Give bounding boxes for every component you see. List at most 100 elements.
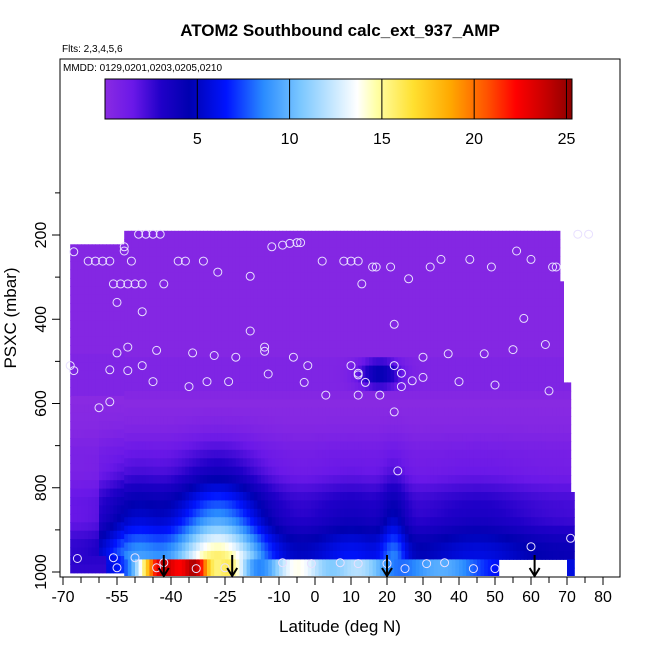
heatmap-cell	[181, 272, 186, 282]
heatmap-cell	[419, 289, 424, 299]
heatmap-cell	[415, 306, 420, 316]
heatmap-cell	[387, 315, 392, 324]
heatmap-cell	[156, 382, 161, 392]
heatmap-cell	[333, 264, 338, 274]
heatmap-cell	[99, 387, 104, 397]
heatmap-cell	[102, 556, 107, 565]
heatmap-cell	[336, 230, 341, 240]
heatmap-cell	[351, 348, 356, 358]
heatmap-cell	[210, 264, 215, 274]
heatmap-cell	[426, 298, 431, 308]
heatmap-cell	[505, 525, 510, 535]
heatmap-cell	[235, 508, 240, 518]
heatmap-cell	[329, 449, 334, 459]
heatmap-cell	[264, 272, 269, 282]
heatmap-cell	[340, 449, 345, 459]
heatmap-cell	[174, 340, 179, 350]
heatmap-cell	[279, 492, 284, 501]
heatmap-cell	[354, 433, 359, 442]
heatmap-cell	[502, 416, 507, 426]
heatmap-cell	[437, 298, 442, 308]
heatmap-cell	[376, 264, 381, 274]
heatmap-cell	[73, 387, 78, 397]
heatmap-cell	[426, 475, 431, 485]
heatmap-cell	[73, 471, 78, 481]
heatmap-cell	[455, 550, 460, 560]
heatmap-cell	[282, 500, 287, 510]
heatmap-cell	[145, 416, 150, 426]
heatmap-cell	[261, 348, 266, 358]
heatmap-cell	[73, 294, 78, 304]
heatmap-cell	[189, 382, 194, 392]
heatmap-cell	[343, 306, 348, 316]
heatmap-cell	[207, 508, 212, 518]
heatmap-cell	[160, 433, 165, 442]
heatmap-cell	[95, 446, 100, 456]
heatmap-cell	[243, 264, 248, 274]
heatmap-cell	[271, 230, 276, 240]
heatmap-cell	[117, 429, 122, 439]
heatmap-cell	[469, 424, 474, 434]
heatmap-cell	[477, 433, 482, 442]
heatmap-cell	[441, 382, 446, 392]
heatmap-cell	[95, 497, 100, 506]
heatmap-cell	[426, 272, 431, 282]
heatmap-cell	[253, 500, 258, 510]
heatmap-cell	[282, 264, 287, 274]
heatmap-cell	[408, 323, 413, 333]
heatmap-cell	[142, 458, 147, 468]
heatmap-cell	[347, 424, 352, 434]
heatmap-cell	[304, 230, 309, 240]
heatmap-cell	[189, 230, 194, 240]
heatmap-cell	[325, 331, 330, 341]
heatmap-cell	[477, 508, 482, 518]
heatmap-cell	[171, 424, 176, 434]
heatmap-cell	[253, 458, 258, 468]
heatmap-cell	[322, 534, 327, 544]
heatmap-cell	[415, 475, 420, 485]
heatmap-cell	[178, 517, 183, 527]
heatmap-cell	[304, 466, 309, 476]
heatmap-cell	[138, 483, 143, 493]
heatmap-cell	[369, 272, 374, 282]
heatmap-cell	[430, 567, 435, 576]
heatmap-cell	[210, 298, 215, 308]
heatmap-cell	[153, 357, 158, 367]
heatmap-cell	[124, 264, 129, 274]
heatmap-cell	[192, 340, 197, 350]
heatmap-cell	[405, 424, 410, 434]
heatmap-cell	[189, 508, 194, 518]
heatmap-cell	[199, 390, 204, 400]
heatmap-cell	[379, 407, 384, 417]
heatmap-cell	[390, 466, 395, 476]
heatmap-cell	[448, 374, 453, 383]
heatmap-cell	[379, 475, 384, 485]
heatmap-cell	[138, 475, 143, 485]
heatmap-cell	[145, 331, 150, 341]
heatmap-cell	[448, 239, 453, 249]
heatmap-cell	[138, 247, 143, 257]
heatmap-cell	[509, 365, 514, 375]
heatmap-cell	[189, 458, 194, 468]
heatmap-cell	[361, 416, 366, 426]
heatmap-cell	[88, 404, 93, 414]
heatmap-cell	[401, 475, 406, 485]
heatmap-cell	[372, 407, 377, 417]
heatmap-cell	[372, 382, 377, 392]
heatmap-cell	[174, 407, 179, 417]
heatmap-cell	[91, 353, 96, 363]
heatmap-cell	[156, 390, 161, 400]
heatmap-cell	[462, 449, 467, 459]
heatmap-cell	[361, 323, 366, 333]
heatmap-cell	[167, 365, 172, 375]
heatmap-cell	[451, 331, 456, 341]
heatmap-cell	[257, 315, 262, 324]
heatmap-cell	[397, 348, 402, 358]
heatmap-cell	[70, 303, 75, 313]
heatmap-cell	[217, 433, 222, 442]
heatmap-cell	[354, 340, 359, 350]
heatmap-cell	[142, 374, 147, 383]
heatmap-cell	[163, 247, 168, 257]
heatmap-cell	[192, 331, 197, 341]
heatmap-cell	[462, 281, 467, 291]
